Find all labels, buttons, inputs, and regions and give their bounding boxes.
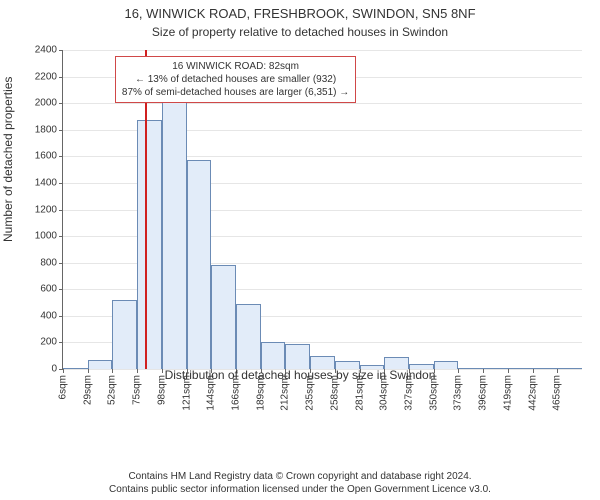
ytick-mark <box>59 183 63 184</box>
histogram-bar <box>162 74 187 369</box>
histogram-bar <box>187 160 212 369</box>
footer-line-2: Contains public sector information licen… <box>0 484 600 497</box>
ytick-mark <box>59 210 63 211</box>
page-subtitle: Size of property relative to detached ho… <box>0 23 600 39</box>
annotation-line-3: 87% of semi-detached houses are larger (… <box>122 86 349 99</box>
ytick-mark <box>59 263 63 264</box>
ytick-mark <box>59 236 63 237</box>
plot-area: 0200400600800100012001400160018002000220… <box>62 50 582 370</box>
x-axis-label: Distribution of detached houses by size … <box>0 368 600 382</box>
ytick-mark <box>59 289 63 290</box>
annotation-line-2: ← 13% of detached houses are smaller (93… <box>122 73 349 86</box>
ytick-mark <box>59 130 63 131</box>
chart-wrap: Number of detached properties 0200400600… <box>0 42 600 442</box>
ytick-mark <box>59 316 63 317</box>
gridline <box>63 50 582 51</box>
histogram-bar <box>236 304 261 369</box>
ytick-mark <box>59 103 63 104</box>
histogram-bar <box>285 344 310 369</box>
ytick-mark <box>59 77 63 78</box>
footer-line-1: Contains HM Land Registry data © Crown c… <box>0 471 600 484</box>
histogram-bar <box>112 300 137 369</box>
annotation-box: 16 WINWICK ROAD: 82sqm ← 13% of detached… <box>115 56 356 103</box>
ytick-mark <box>59 342 63 343</box>
ytick-mark <box>59 50 63 51</box>
ytick-mark <box>59 156 63 157</box>
histogram-bar <box>137 120 162 369</box>
chart-container: 16, WINWICK ROAD, FRESHBROOK, SWINDON, S… <box>0 0 600 500</box>
footer: Contains HM Land Registry data © Crown c… <box>0 471 600 496</box>
histogram-bar <box>310 356 335 369</box>
y-axis-label: Number of detached properties <box>1 77 15 242</box>
annotation-line-1: 16 WINWICK ROAD: 82sqm <box>122 60 349 73</box>
histogram-bar <box>211 265 236 369</box>
page-title: 16, WINWICK ROAD, FRESHBROOK, SWINDON, S… <box>0 0 600 23</box>
histogram-bar <box>261 342 286 369</box>
